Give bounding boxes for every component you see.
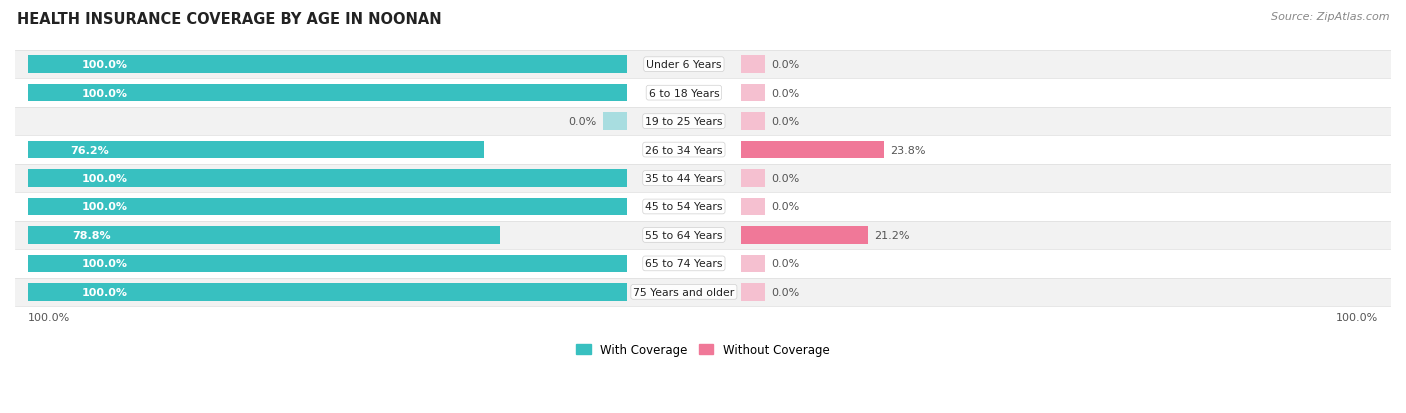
Bar <box>741 141 884 159</box>
Text: HEALTH INSURANCE COVERAGE BY AGE IN NOONAN: HEALTH INSURANCE COVERAGE BY AGE IN NOON… <box>17 12 441 27</box>
Legend: With Coverage, Without Coverage: With Coverage, Without Coverage <box>572 338 834 361</box>
Bar <box>15 108 1391 136</box>
Text: 78.8%: 78.8% <box>72 230 111 240</box>
Bar <box>28 85 627 102</box>
Text: 0.0%: 0.0% <box>772 173 800 184</box>
Text: 100.0%: 100.0% <box>1336 313 1378 323</box>
Bar <box>741 198 765 216</box>
Bar <box>741 170 765 188</box>
Bar <box>741 56 765 74</box>
Text: 26 to 34 Years: 26 to 34 Years <box>645 145 723 155</box>
Bar <box>15 164 1391 193</box>
Bar <box>741 85 765 102</box>
Text: 0.0%: 0.0% <box>568 117 596 127</box>
Text: 0.0%: 0.0% <box>772 202 800 212</box>
Text: 100.0%: 100.0% <box>82 60 128 70</box>
Text: 0.0%: 0.0% <box>772 259 800 269</box>
Text: 23.8%: 23.8% <box>890 145 925 155</box>
Bar <box>741 227 868 244</box>
Bar <box>28 255 627 273</box>
Bar <box>28 227 499 244</box>
Bar <box>15 79 1391 108</box>
Bar <box>15 51 1391 79</box>
Text: 45 to 54 Years: 45 to 54 Years <box>645 202 723 212</box>
Text: 35 to 44 Years: 35 to 44 Years <box>645 173 723 184</box>
Bar <box>741 283 765 301</box>
Bar <box>28 141 484 159</box>
Text: Source: ZipAtlas.com: Source: ZipAtlas.com <box>1271 12 1389 22</box>
Text: 0.0%: 0.0% <box>772 60 800 70</box>
Bar <box>603 113 627 131</box>
Text: 100.0%: 100.0% <box>82 173 128 184</box>
Text: 0.0%: 0.0% <box>772 88 800 98</box>
Text: 55 to 64 Years: 55 to 64 Years <box>645 230 723 240</box>
Bar <box>28 170 627 188</box>
Bar <box>28 56 627 74</box>
Text: 6 to 18 Years: 6 to 18 Years <box>648 88 720 98</box>
Bar <box>15 193 1391 221</box>
Text: 75 Years and older: 75 Years and older <box>633 287 734 297</box>
Bar <box>15 221 1391 249</box>
Text: 76.2%: 76.2% <box>70 145 110 155</box>
Text: 65 to 74 Years: 65 to 74 Years <box>645 259 723 269</box>
Bar <box>15 278 1391 306</box>
Text: 0.0%: 0.0% <box>772 117 800 127</box>
Text: Under 6 Years: Under 6 Years <box>647 60 721 70</box>
Text: 0.0%: 0.0% <box>772 287 800 297</box>
Bar <box>28 198 627 216</box>
Bar <box>28 283 627 301</box>
Text: 100.0%: 100.0% <box>28 313 70 323</box>
Text: 21.2%: 21.2% <box>875 230 910 240</box>
Bar <box>741 255 765 273</box>
Text: 100.0%: 100.0% <box>82 287 128 297</box>
Bar <box>15 136 1391 164</box>
Text: 100.0%: 100.0% <box>82 88 128 98</box>
Text: 100.0%: 100.0% <box>82 202 128 212</box>
Text: 100.0%: 100.0% <box>82 259 128 269</box>
Text: 19 to 25 Years: 19 to 25 Years <box>645 117 723 127</box>
Bar <box>15 249 1391 278</box>
Bar <box>741 113 765 131</box>
